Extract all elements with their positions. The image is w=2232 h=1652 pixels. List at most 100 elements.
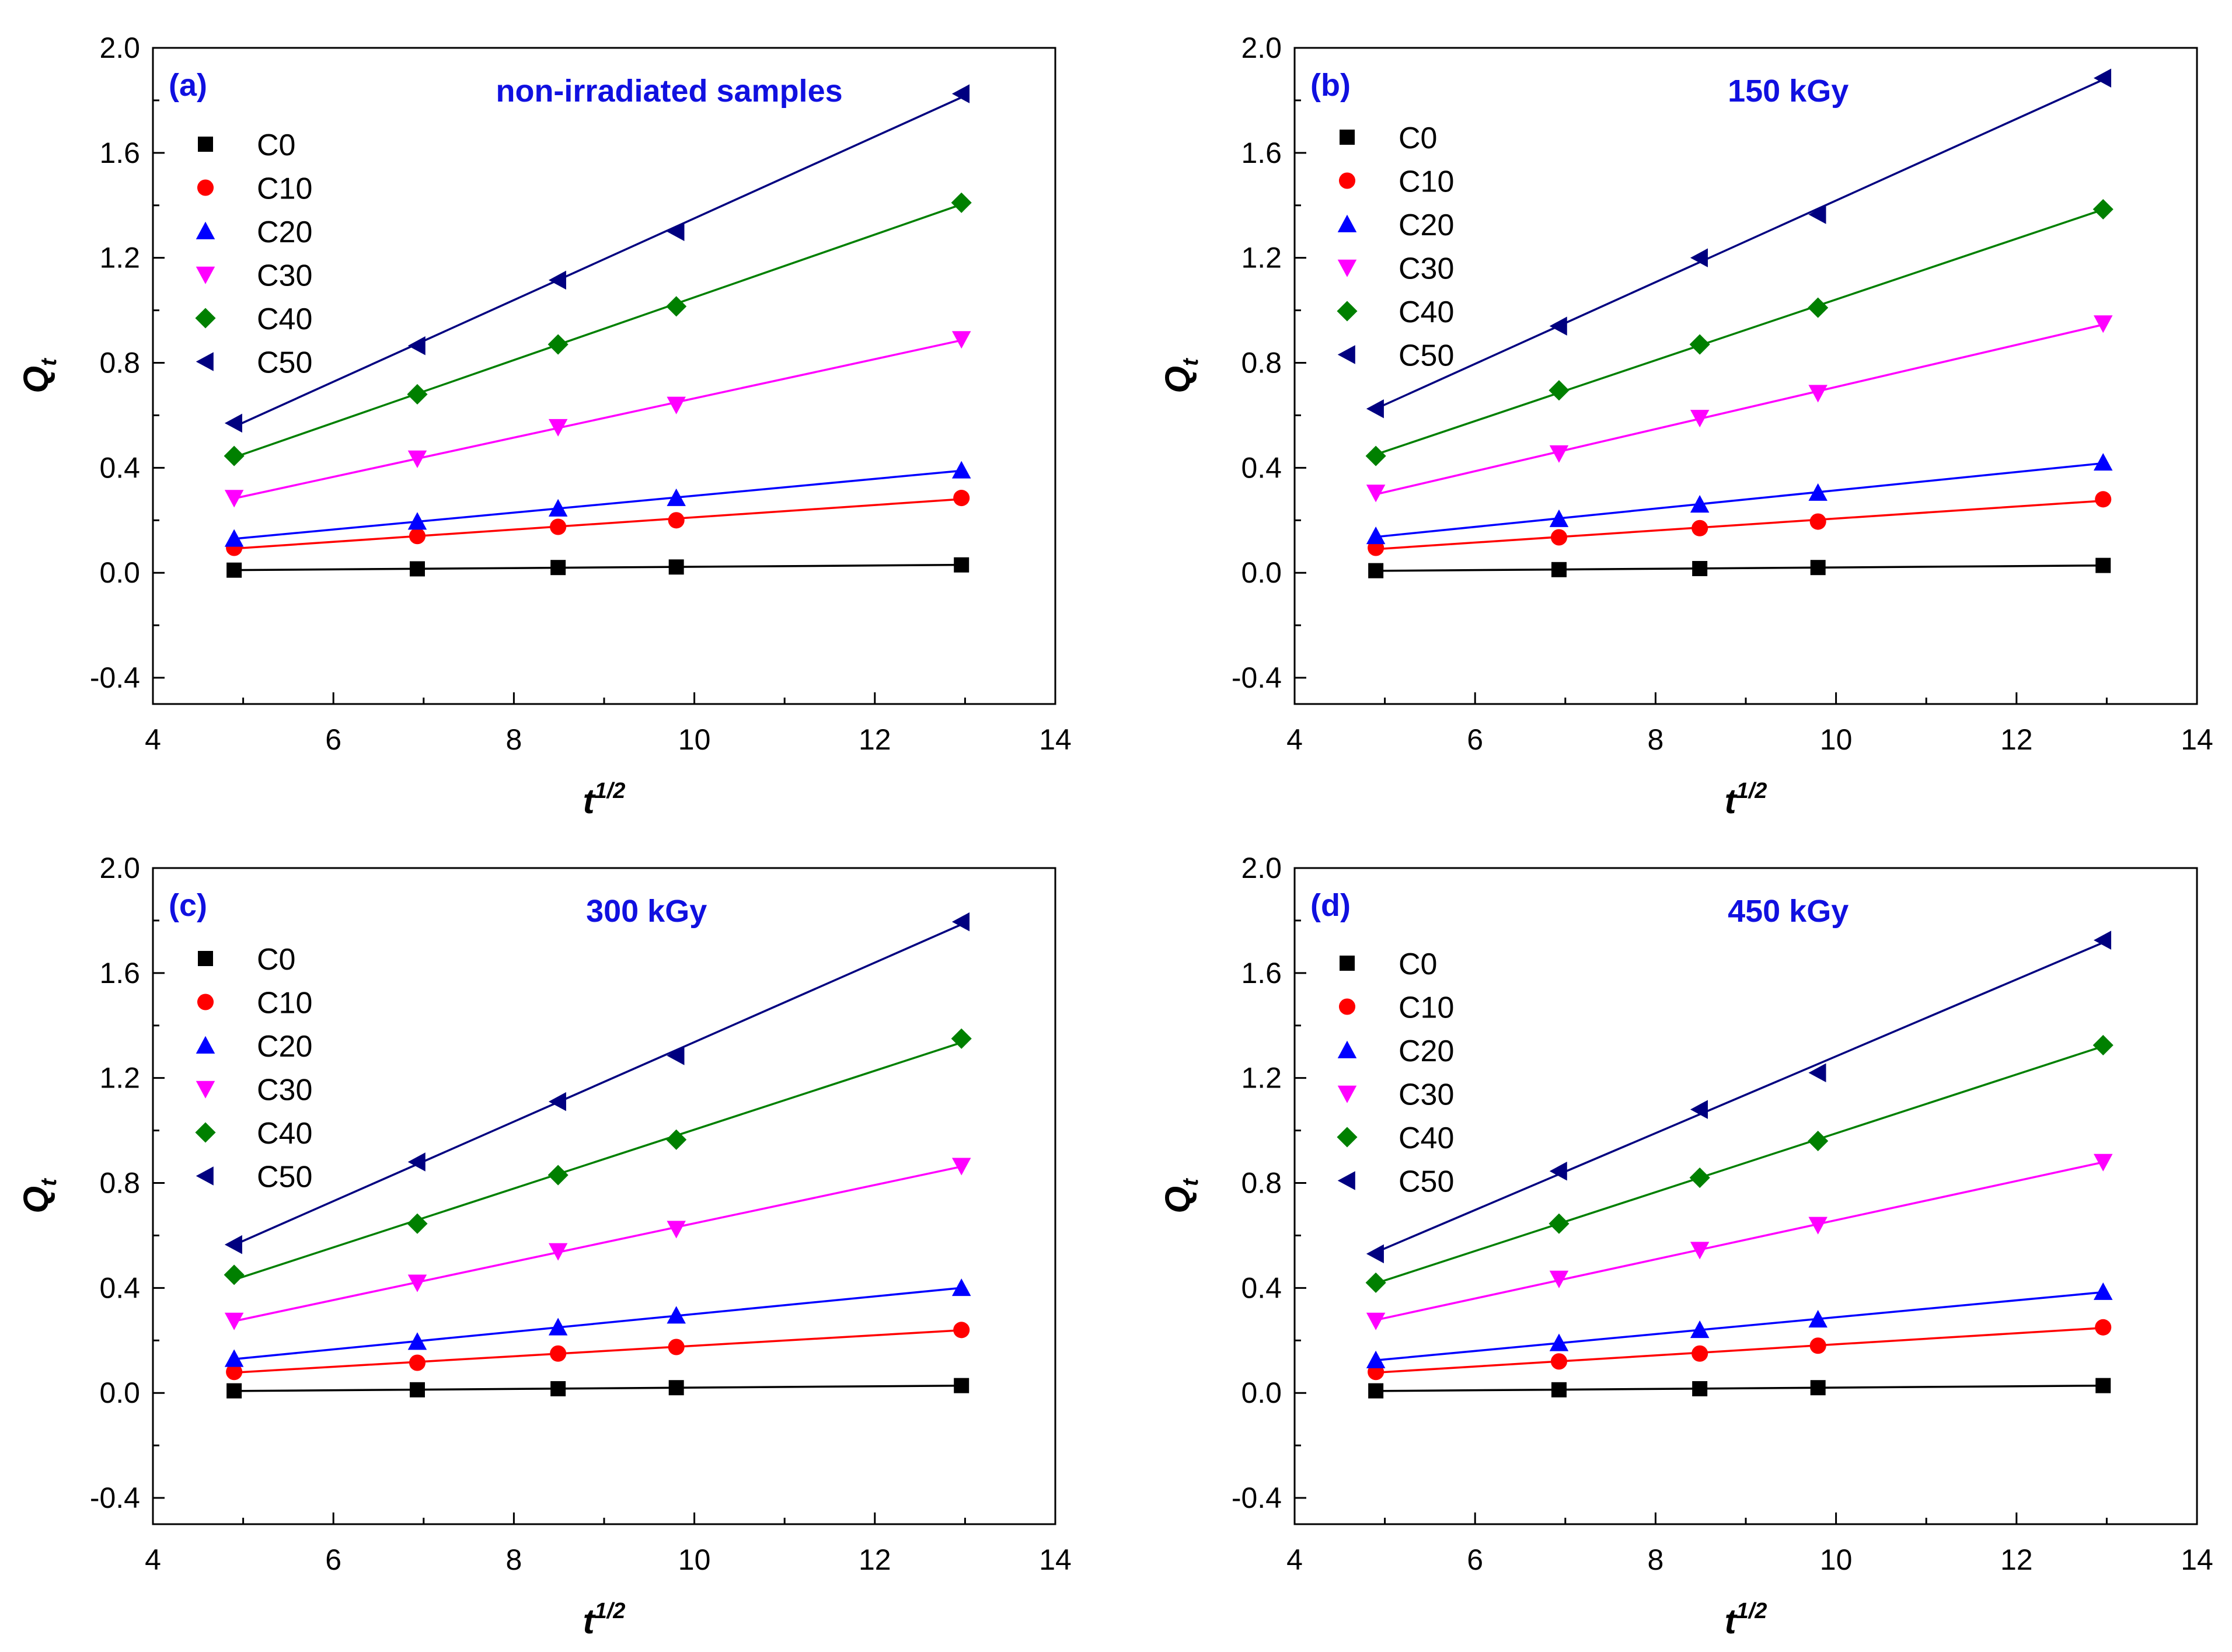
x-tick-label: 8 (505, 723, 522, 756)
x-tick-label: 14 (2181, 723, 2213, 756)
data-point (550, 518, 567, 535)
data-point (407, 512, 427, 530)
data-point (1365, 445, 1386, 466)
x-axis-label-superscript: 1/2 (595, 1599, 626, 1623)
data-point (1366, 485, 1386, 503)
data-point (1808, 205, 1826, 224)
data-point (951, 192, 972, 213)
x-tick-label: 12 (2000, 723, 2033, 756)
x-tick-label: 4 (1286, 1543, 1303, 1576)
data-point (409, 528, 426, 545)
legend-marker (195, 308, 216, 329)
data-point (224, 1349, 244, 1367)
series-c40 (224, 192, 972, 466)
data-point (2093, 1282, 2113, 1300)
y-tick-label: 1.6 (1241, 137, 1282, 169)
data-point (953, 1322, 970, 1339)
legend: C0 C10 C20 C30 C40 C50 (1337, 947, 1454, 1199)
y-tick-label: 0.0 (1241, 1376, 1282, 1409)
data-point (1809, 1337, 1826, 1354)
data-point (1366, 399, 1384, 419)
data-point (1808, 1217, 1828, 1235)
data-point (547, 1165, 569, 1186)
data-point (668, 559, 684, 575)
x-axis-label: t1/2 (1725, 779, 1767, 821)
y-tick-label: 1.6 (1241, 957, 1282, 989)
x-tick-label: 14 (2181, 1543, 2213, 1576)
data-point (226, 1364, 243, 1381)
series-c10 (226, 490, 970, 556)
data-point (548, 419, 568, 437)
data-point (550, 1345, 567, 1362)
data-point (224, 1264, 245, 1285)
data-point (1810, 560, 1826, 576)
data-point (2095, 1319, 2112, 1336)
series-c20 (1366, 1282, 2113, 1368)
data-point (224, 490, 244, 508)
legend-marker (196, 352, 214, 371)
legend-marker (1337, 1127, 1358, 1148)
data-point (951, 1158, 971, 1176)
data-point (1550, 1353, 1568, 1370)
series-c0 (1368, 557, 2111, 578)
y-tick-label: 0.8 (99, 1167, 140, 1200)
series-c10 (1368, 491, 2112, 556)
data-point (407, 1213, 428, 1234)
data-point (954, 1378, 969, 1393)
data-point (1808, 1063, 1826, 1082)
series-c40 (1365, 198, 2114, 466)
fit-line (234, 1329, 962, 1374)
data-point (1690, 1100, 1708, 1119)
data-point (1368, 1383, 1384, 1399)
panel-title: non-irradiated samples (496, 74, 842, 109)
legend-label: C40 (257, 1117, 312, 1151)
x-tick-label: 12 (859, 1543, 891, 1576)
legend-label: C0 (1399, 947, 1437, 981)
legend-marker (1338, 172, 1356, 189)
data-point (1549, 509, 1569, 527)
y-tick-label: 1.6 (99, 137, 140, 169)
data-point (2093, 453, 2113, 471)
legend-marker (1337, 214, 1357, 232)
fit-line (234, 563, 962, 571)
series-c0 (226, 557, 969, 578)
y-tick-label: 0.8 (1241, 347, 1282, 379)
data-point (1808, 483, 1828, 501)
y-axis-label-subscript: t (37, 358, 61, 366)
x-tick-label: 4 (145, 723, 161, 756)
data-point (1692, 1345, 1708, 1362)
x-axis-label: t1/2 (583, 779, 626, 821)
legend-label: C50 (257, 346, 312, 380)
data-point (2093, 930, 2112, 950)
y-tick-label: -0.4 (1232, 1482, 1282, 1514)
data-point (1808, 297, 1829, 318)
x-tick-label: 10 (678, 723, 711, 756)
legend-marker (198, 137, 213, 152)
data-point (951, 461, 971, 479)
y-axis-label-subscript: t (1178, 1178, 1203, 1186)
data-point (667, 488, 686, 506)
panel-label: (b) (1310, 68, 1351, 103)
data-point (407, 384, 428, 405)
legend-marker (1340, 956, 1355, 971)
legend-marker (196, 1036, 215, 1054)
y-axis-label: Qt (1158, 1178, 1203, 1214)
legend-label: C30 (1399, 252, 1454, 286)
legend-label: C0 (257, 943, 295, 977)
legend-label: C40 (257, 302, 312, 336)
series-c40 (1365, 1034, 2114, 1293)
fit-line (1375, 942, 2104, 1253)
data-point (951, 331, 971, 349)
fit-line (233, 1041, 962, 1281)
y-axis-label: Qt (1158, 358, 1203, 393)
fit-line (1376, 500, 2104, 550)
legend-label: C30 (257, 259, 312, 293)
legend-marker (1337, 259, 1357, 277)
series-c30 (1366, 1153, 2113, 1330)
fit-line (1376, 1384, 2104, 1392)
data-point (666, 296, 687, 317)
data-point (1692, 561, 1708, 577)
legend-marker (196, 1166, 214, 1186)
data-point (548, 270, 566, 290)
